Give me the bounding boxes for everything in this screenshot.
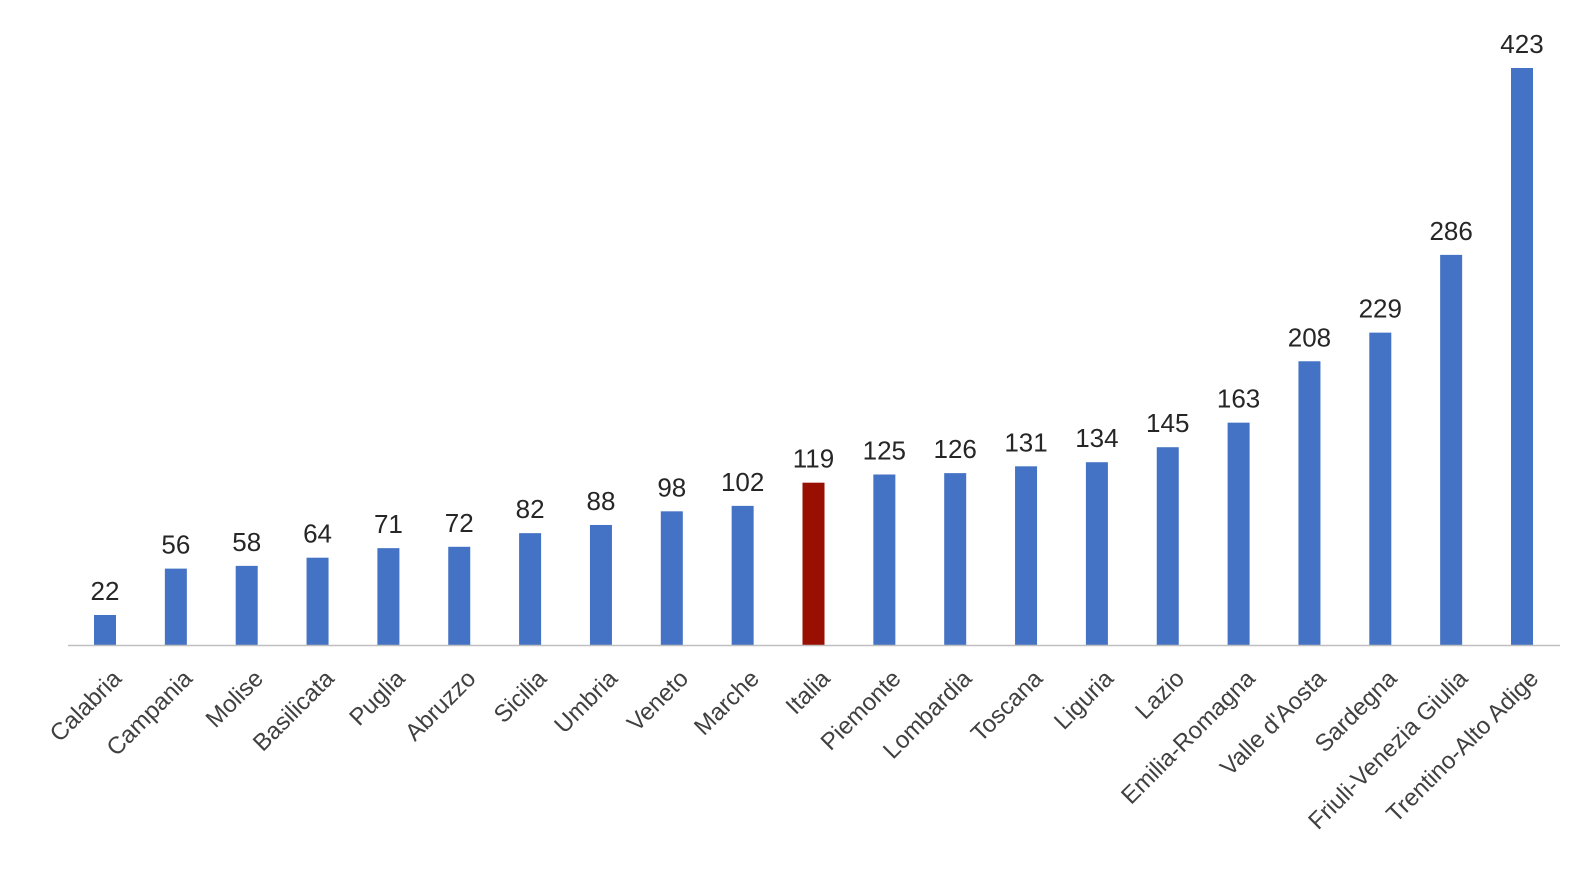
x-tick-label-marche: Marche bbox=[689, 665, 765, 741]
x-tick-label-umbria: Umbria bbox=[549, 665, 623, 739]
data-label-sardegna: 229 bbox=[1359, 294, 1402, 324]
bar-liguria bbox=[1085, 462, 1108, 645]
bars-group bbox=[94, 68, 1533, 645]
data-label-toscana: 131 bbox=[1004, 427, 1047, 457]
bar-piemonte bbox=[873, 474, 896, 645]
bar-molise bbox=[235, 565, 258, 645]
data-label-valle-d-aosta: 208 bbox=[1288, 322, 1331, 352]
x-tick-label-toscana: Toscana bbox=[966, 665, 1049, 748]
data-label-liguria: 134 bbox=[1075, 423, 1118, 453]
bar-sardegna bbox=[1369, 332, 1392, 645]
data-label-veneto: 98 bbox=[657, 472, 686, 502]
data-label-emilia-romagna: 163 bbox=[1217, 384, 1260, 414]
data-label-piemonte: 125 bbox=[863, 435, 906, 465]
bar-toscana bbox=[1015, 466, 1038, 645]
x-tick-label-sicilia: Sicilia bbox=[489, 665, 553, 729]
data-label-umbria: 88 bbox=[586, 486, 615, 516]
bar-campania bbox=[164, 568, 187, 645]
bar-veneto bbox=[660, 511, 683, 645]
x-tick-label-puglia: Puglia bbox=[344, 665, 411, 732]
bar-valle-d-aosta bbox=[1298, 361, 1321, 645]
data-label-puglia: 71 bbox=[374, 509, 403, 539]
data-label-basilicata: 64 bbox=[303, 519, 332, 549]
bar-sicilia bbox=[519, 533, 542, 645]
value-labels-group: 22 56 58 64 71 72 82 88 98 102 119 125 126 131 134 145 1… bbox=[91, 29, 1544, 606]
bar-italia bbox=[802, 482, 825, 645]
data-label-lazio: 145 bbox=[1146, 408, 1189, 438]
bar-lombardia bbox=[944, 473, 967, 645]
bar-basilicata bbox=[306, 557, 329, 645]
data-label-friuli-venezia-giulia: 286 bbox=[1429, 216, 1472, 246]
bar-friuli-venezia-giulia bbox=[1440, 254, 1463, 645]
bar-umbria bbox=[589, 524, 612, 645]
x-tick-label-italia: Italia bbox=[781, 665, 836, 720]
data-label-trentino-alto-adige: 423 bbox=[1500, 29, 1543, 59]
bar-marche bbox=[731, 505, 754, 645]
data-label-calabria: 22 bbox=[91, 576, 120, 606]
x-tick-label-lazio: Lazio bbox=[1130, 665, 1190, 725]
bar-trentino-alto-adige bbox=[1511, 68, 1533, 645]
bar-puglia bbox=[377, 548, 400, 645]
x-tick-label-veneto: Veneto bbox=[622, 665, 694, 737]
bar-calabria bbox=[94, 614, 116, 645]
x-tick-label-abruzzo: Abruzzo bbox=[400, 665, 481, 746]
data-label-italia: 119 bbox=[793, 444, 834, 474]
bar-abruzzo bbox=[448, 546, 471, 645]
data-label-molise: 58 bbox=[232, 527, 261, 557]
data-label-sicilia: 82 bbox=[516, 494, 545, 524]
data-label-campania: 56 bbox=[161, 530, 190, 560]
x-tick-label-molise: Molise bbox=[201, 665, 269, 733]
data-label-lombardia: 126 bbox=[934, 434, 977, 464]
x-tick-label-liguria: Liguria bbox=[1049, 665, 1119, 735]
bar-emilia-romagna bbox=[1227, 422, 1250, 645]
bar-lazio bbox=[1156, 447, 1179, 645]
data-label-abruzzo: 72 bbox=[445, 508, 474, 538]
data-label-marche: 102 bbox=[721, 467, 764, 497]
